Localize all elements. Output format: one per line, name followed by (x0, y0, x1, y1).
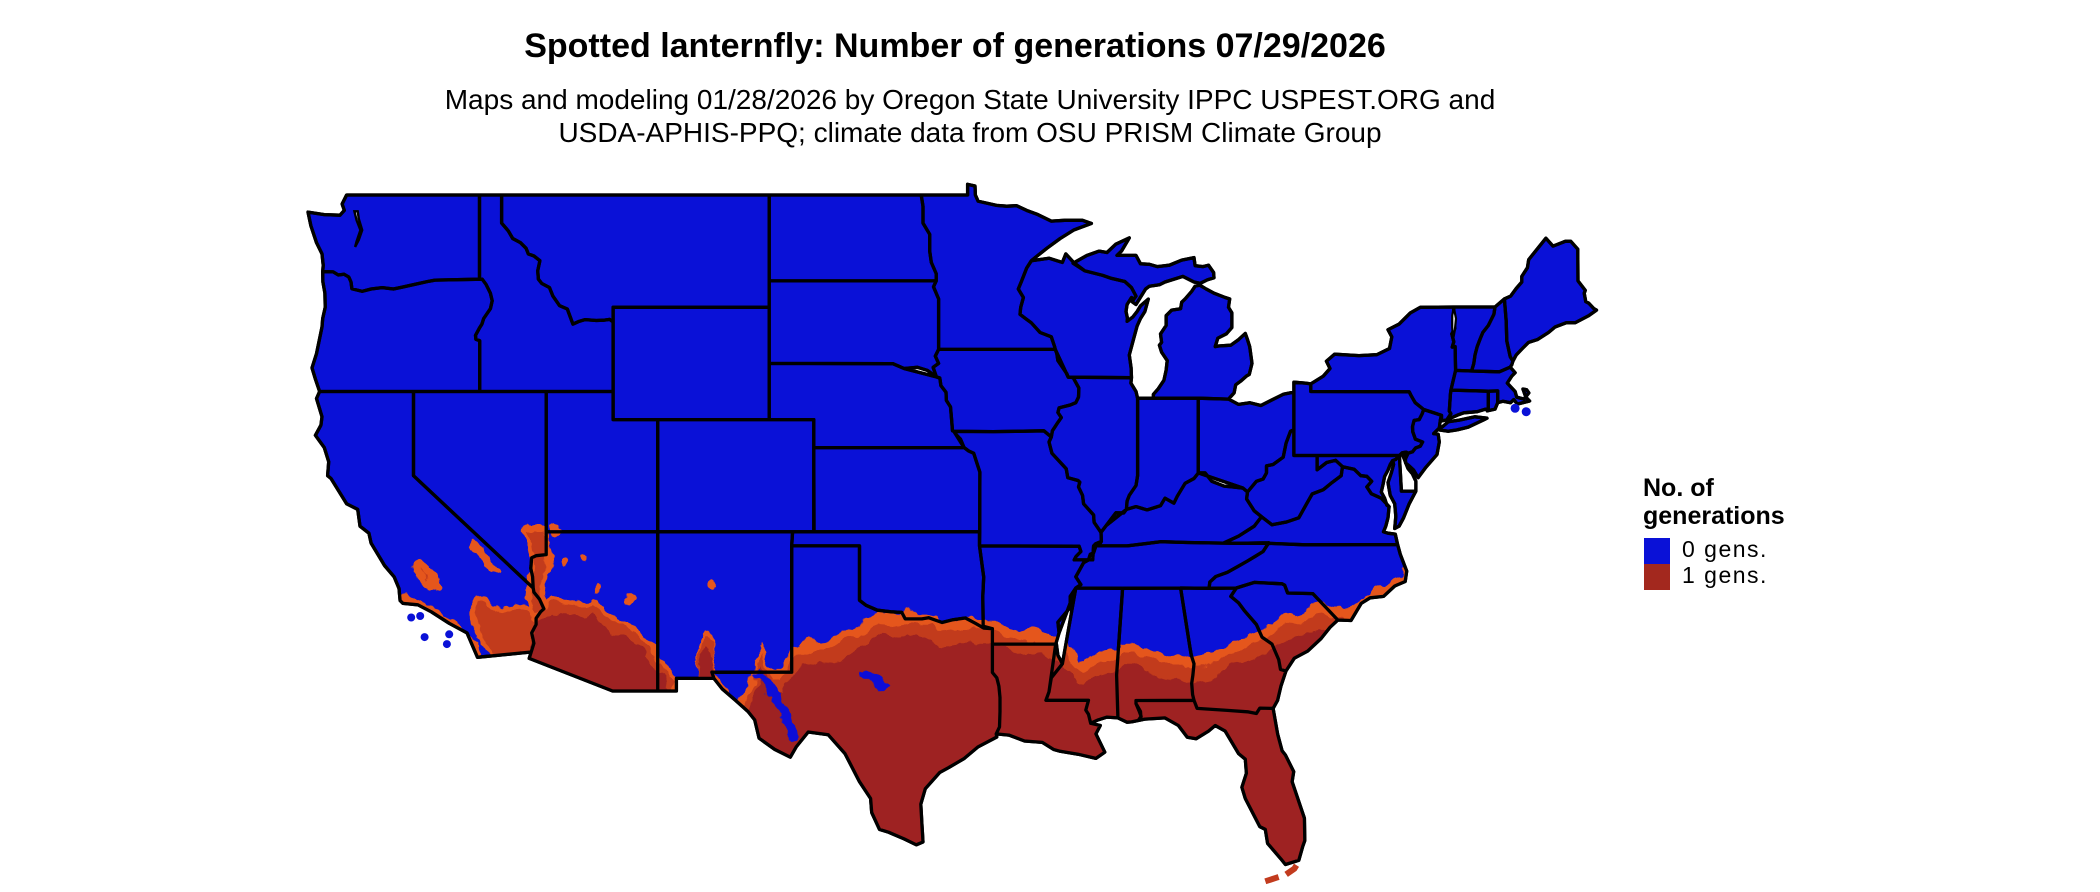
svg-text:USDA-APHIS-PPQ; climate data f: USDA-APHIS-PPQ; climate data from OSU PR… (558, 117, 1381, 148)
svg-text:generations: generations (1643, 502, 1785, 530)
svg-text:0 gens.: 0 gens. (1682, 536, 1768, 562)
svg-text:Spotted lanternfly: Number of: Spotted lanternfly: Number of generation… (524, 27, 1386, 65)
svg-text:No. of: No. of (1643, 474, 1714, 502)
svg-text:1 gens.: 1 gens. (1682, 562, 1768, 588)
svg-text:Maps and modeling 01/28/2026 b: Maps and modeling 01/28/2026 by Oregon S… (445, 84, 1496, 115)
